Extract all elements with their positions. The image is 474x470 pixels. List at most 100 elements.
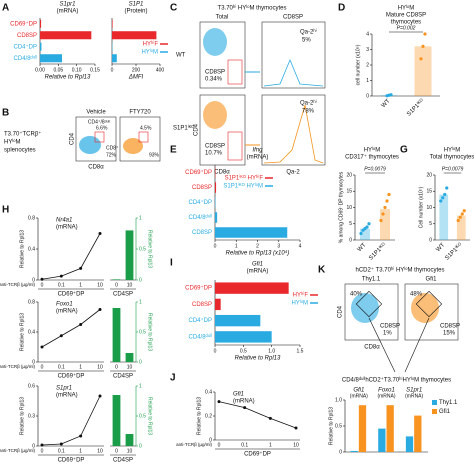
bar [40, 42, 42, 51]
y-tick-label: 0 [32, 277, 35, 283]
chart-title: Nr4a1 [56, 218, 72, 224]
point [217, 400, 221, 404]
annotation: P=0.0079 [364, 166, 386, 172]
category-label: Gfi1 [353, 388, 364, 394]
x-tick-label: 0 [41, 364, 44, 370]
bar [378, 428, 386, 452]
bar [380, 209, 390, 240]
flow-population: T3.70⁺TCRβ⁺ [4, 131, 41, 138]
y-axis-label: Relative to Rpl13 [19, 230, 25, 268]
bar [456, 215, 466, 240]
x-tick-label: 0.15 [90, 67, 100, 73]
point [98, 394, 102, 398]
flow-cloud [351, 293, 379, 323]
point [359, 231, 363, 236]
x-axis-label: Relative to Rpl13 (x10⁴) [226, 250, 290, 257]
y2-axis-label: Relative to Rpl13 [147, 313, 153, 351]
y-tick-label: 2 [366, 62, 369, 68]
point [383, 205, 387, 210]
bar [40, 19, 42, 28]
bar [215, 212, 218, 223]
x-tick-label: 1 [269, 442, 272, 448]
chart-title: Mature CD8SP [386, 13, 426, 19]
x-tick-label: 0 [111, 67, 114, 73]
flow-title: T3.70ʰⁱ HYˡᵒM thymocytes [218, 4, 287, 12]
point [462, 209, 466, 213]
chart-subtitle: (mRNA) [247, 269, 269, 275]
flow-column: Thy1.1 [362, 277, 381, 283]
point [458, 215, 462, 219]
y-tick-label: CD4⁺DP [188, 317, 212, 324]
point [387, 192, 391, 197]
point [79, 323, 83, 326]
annotation: P=0.002 [397, 25, 416, 31]
x-axis-label: anti-TCRβ (µg/ml) [0, 364, 35, 369]
gate-label: Qa-2ʰⁱ [300, 99, 317, 107]
line [41, 309, 101, 348]
bar [40, 54, 62, 63]
legend-swatch [432, 409, 437, 414]
point [59, 334, 63, 338]
x-tick-label: 1.5 [297, 348, 304, 354]
y-tick-label: 0.2 [205, 413, 212, 419]
point [59, 442, 63, 446]
gate-value: 1% [383, 331, 392, 337]
x-tick-label: 0 [218, 442, 221, 448]
flow-k: hCD2⁺ T3.70ʰⁱ HYˡᵒM thymocytes Thy1.1 Gf… [338, 266, 460, 373]
gate-label: CD8SP [205, 144, 225, 150]
legend-label: Thy1.1 [439, 400, 458, 406]
group-label: CD69⁺DP [244, 451, 271, 458]
x-axis-label: Relative to Rpl13 [45, 75, 91, 81]
y-tick-label: CD69⁺DP [185, 285, 212, 292]
panel-letter: I [170, 258, 173, 269]
x-axis-label: Relative to Rpl13 [235, 356, 281, 362]
group-label: CD4SP [113, 458, 133, 464]
group-label: CD69⁺DP [58, 457, 85, 464]
y-tick-label: CD8SP [17, 33, 37, 39]
group-label: CD69⁺DP [58, 373, 85, 380]
x-tick-label: S1P1ⁱᴷᴼ [443, 241, 464, 262]
gate [138, 131, 149, 143]
y-tick-label: 10 [346, 205, 352, 211]
y-tick-label: 0 [139, 277, 142, 283]
bar [405, 436, 414, 452]
y-tick-label: CD69⁺DP [185, 169, 212, 176]
chart-subtitle: (mRNA) [56, 225, 78, 231]
y-tick-label: CD4/8ᵈᵘˡˡ [189, 333, 213, 340]
y-tick-label: 0.3 [28, 413, 35, 419]
point [389, 93, 393, 97]
point [385, 199, 389, 203]
line [41, 233, 101, 280]
point [59, 274, 63, 278]
x-tick-label: S1P1ⁱᴷᴼ [367, 241, 388, 262]
x-tick-label: 2 [256, 243, 259, 249]
panel-letter: G [400, 145, 408, 156]
y-tick-label: CD4/8ᵈᵘˡˡ [14, 55, 38, 62]
axis-label: CD4 [70, 132, 76, 145]
y-tick-label: 5 [349, 221, 352, 227]
x-tick-label: 4 [299, 243, 302, 249]
chart-title: CD4/8ᵈᵘˡˡhCD2⁺T3.70ʰⁱHYˡᵒM thymocytes [342, 376, 451, 384]
flow-cloud [411, 293, 439, 323]
chart-title: thymocytes [391, 20, 421, 26]
category-sub: (mRNA) [350, 393, 368, 399]
y-tick-label: 15 [426, 189, 432, 195]
x-axis-label: ΔMFI [128, 75, 144, 81]
panel-letter: B [2, 108, 9, 119]
gate-label: CD4⁺/8ᵈᵘˡˡ [88, 119, 110, 125]
bar [215, 282, 289, 294]
gate-label: Qa-2ʰⁱ [300, 28, 317, 36]
x-axis-label: anti-TCRβ (µg/ml) [0, 448, 35, 453]
line [41, 395, 101, 446]
flow-c: T3.70ʰⁱ HYˡᵒM thymocytes Total CD8SP WT … [173, 4, 326, 176]
point [381, 212, 385, 216]
flow-column: Total [216, 15, 229, 21]
group-label: CD4SP [113, 292, 133, 298]
y-tick-label: 0.8 [28, 215, 35, 221]
point [268, 416, 272, 420]
point [421, 44, 425, 49]
y-tick-label: 0.6 [28, 383, 35, 389]
chart-title: Gfi1 [252, 262, 263, 268]
gate-label: CD8SP [380, 324, 400, 330]
